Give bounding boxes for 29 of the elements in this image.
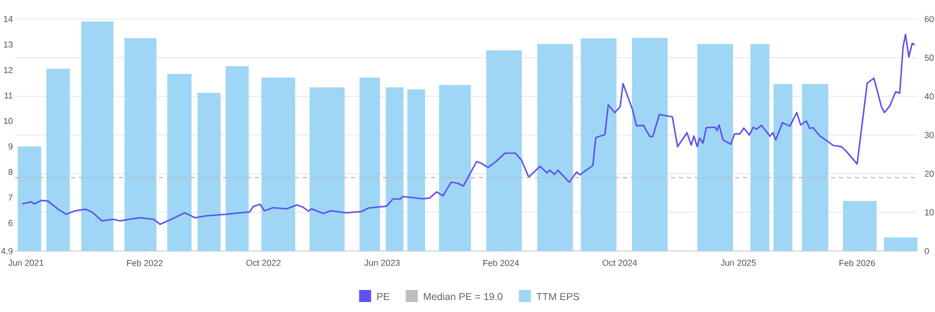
y-tick-label: 11 [4, 92, 13, 98]
legend-label: PE [377, 293, 390, 300]
y-tick-label: 14 [4, 16, 13, 22]
y2-tick-label: 30 [924, 132, 934, 138]
legend-label: TTM EPS [536, 293, 580, 300]
x-tick-label: Feb 2022 [127, 260, 163, 266]
y-tick-label: 7 [8, 194, 13, 200]
y-tick-label: 6 [8, 220, 13, 226]
y-tick-label: 4.9 [1, 248, 13, 254]
y-tick-label: 9 [8, 143, 13, 150]
line-series [21, 34, 916, 226]
x-tick-label: Oct 2022 [246, 260, 281, 266]
x-tick-label: Oct 2024 [602, 260, 637, 266]
y2-tick-label: 40 [924, 93, 934, 100]
x-tick-label: Feb 2026 [840, 260, 876, 266]
x-tick-label: Feb 2024 [483, 260, 519, 266]
y-tick-label: 12 [4, 66, 13, 74]
x-tick-label: Jun 2025 [720, 260, 756, 266]
legend-label: Median PE = 19.0 [424, 292, 502, 300]
y-tick-label: 10 [4, 118, 13, 124]
y2-tick-label: 50 [924, 54, 934, 61]
y-tick-label: 8 [8, 168, 13, 176]
y2-tick-label: 0 [924, 248, 929, 254]
y2-tick-label: 20 [924, 170, 934, 177]
y2-tick-label: 60 [924, 16, 934, 22]
y-tick-label: 13 [4, 41, 13, 48]
y2-tick-label: 10 [925, 209, 934, 216]
x-tick-label: Jun 2023 [364, 260, 400, 266]
x-tick-label: Jun 2021 [8, 260, 44, 266]
